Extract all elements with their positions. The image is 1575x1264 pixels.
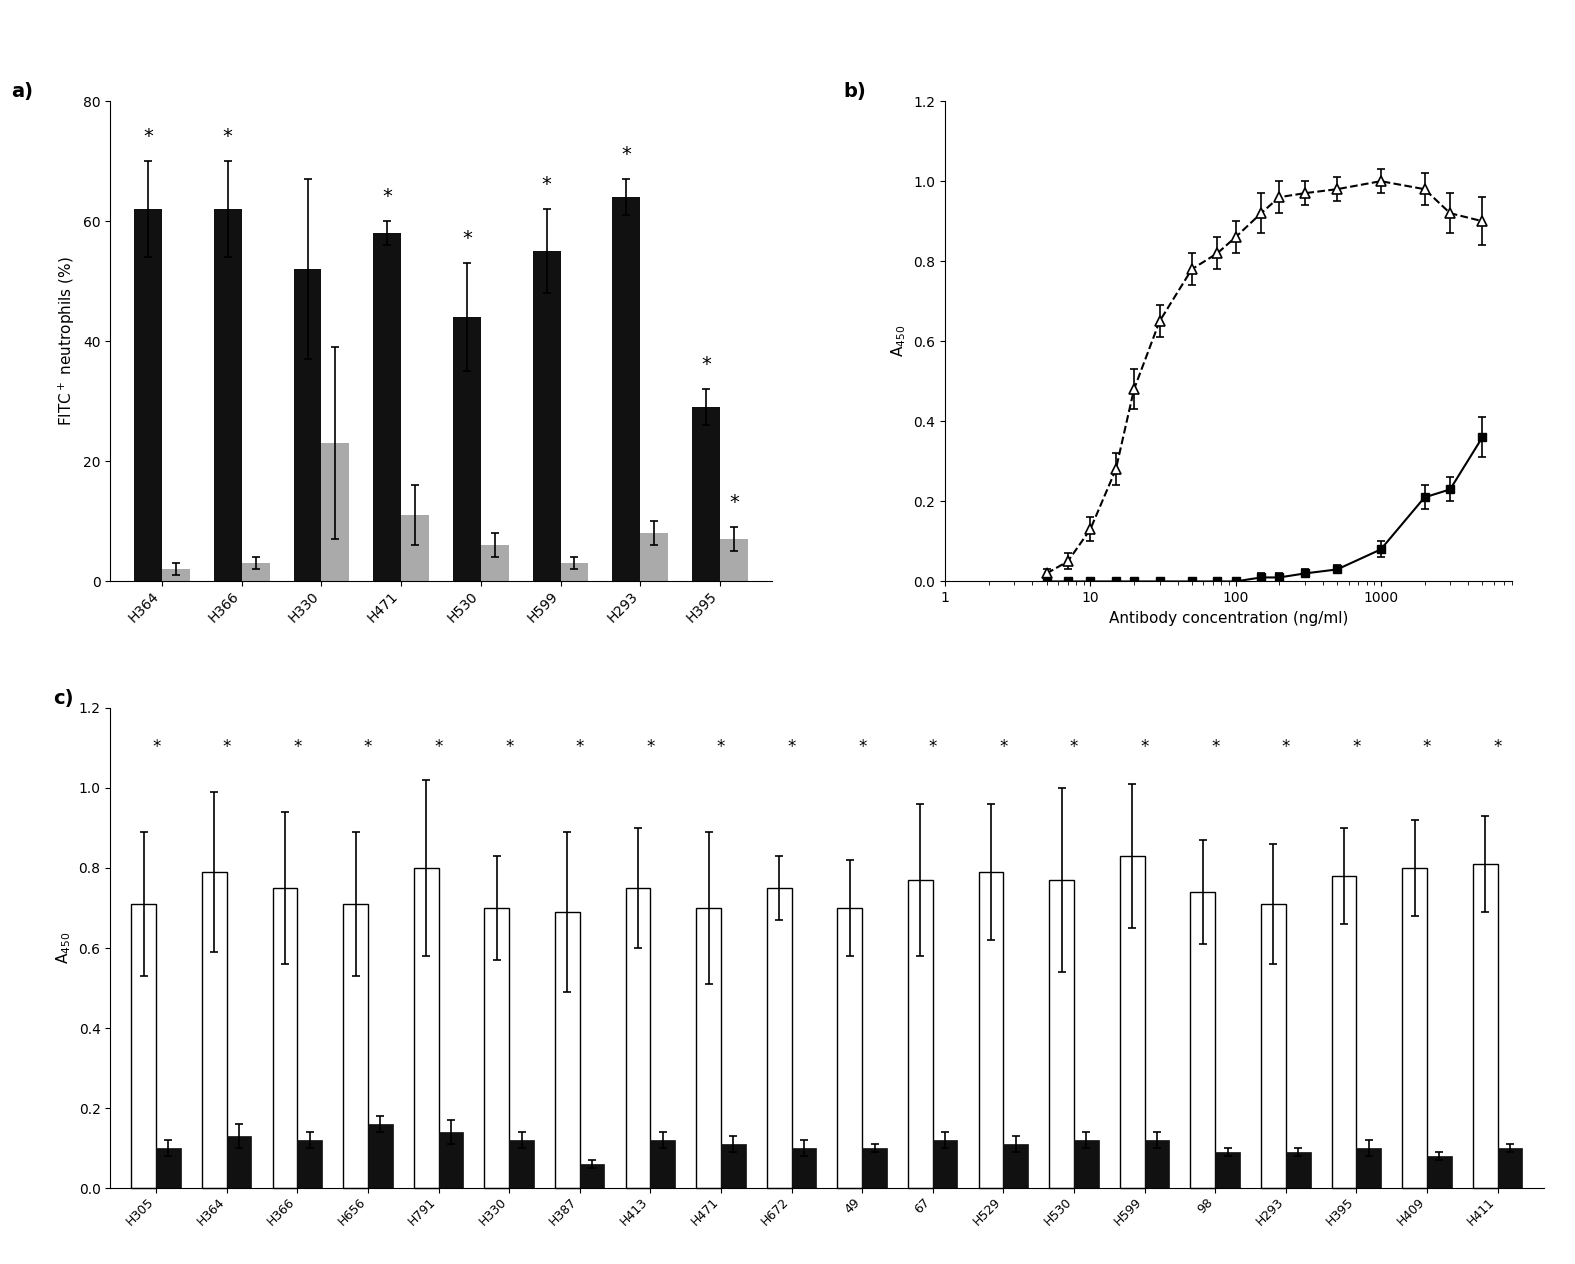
Text: *: * [646,738,655,756]
Bar [373,233,402,581]
Bar [202,872,227,1188]
Bar [321,444,350,581]
Text: *: * [999,738,1008,756]
Bar [227,1136,252,1188]
Bar [1216,1153,1240,1188]
Text: *: * [1069,738,1079,756]
Text: *: * [435,738,443,756]
Bar [343,904,369,1188]
Text: M12: M12 [501,784,540,801]
Bar [241,564,269,581]
Bar [480,546,509,581]
Bar [272,887,298,1188]
Bar [696,908,721,1188]
Bar [767,887,792,1188]
Text: *: * [788,738,795,756]
Text: *: * [858,738,866,756]
Bar [438,1133,463,1188]
Text: *: * [622,145,632,164]
Bar [1120,856,1145,1188]
X-axis label: Antibody concentration (ng/ml): Antibody concentration (ng/ml) [1109,611,1348,626]
Bar [838,908,862,1188]
Text: *: * [929,738,937,756]
Bar [293,269,321,581]
Bar [1402,868,1427,1188]
Bar [532,252,561,581]
Bar [862,1148,887,1188]
Text: *: * [222,738,232,756]
Text: *: * [1282,738,1290,756]
Bar [509,1140,534,1188]
Bar [214,209,241,581]
Bar [1356,1148,1381,1188]
Text: *: * [542,176,551,195]
Text: *: * [1493,738,1503,756]
Bar [1262,904,1285,1188]
Text: *: * [1422,738,1432,756]
Bar [156,1148,181,1188]
Bar [554,913,580,1188]
Y-axis label: A$_{450}$: A$_{450}$ [54,932,72,964]
Bar [650,1140,676,1188]
Bar [1285,1153,1310,1188]
Bar [625,887,650,1188]
Bar [613,197,641,581]
Bar [1473,865,1498,1188]
Bar [134,209,162,581]
Bar [691,407,720,581]
Text: *: * [1353,738,1361,756]
Bar [909,880,932,1188]
Bar [162,569,191,581]
Bar [414,868,438,1188]
Text: *: * [151,738,161,756]
Text: *: * [1140,738,1148,756]
Text: *: * [1211,738,1219,756]
Text: *: * [143,128,153,147]
Y-axis label: A$_{450}$: A$_{450}$ [888,325,907,358]
Text: a): a) [11,82,33,101]
Bar [402,516,428,581]
Bar [720,540,748,581]
Text: *: * [293,738,301,756]
Bar [131,904,156,1188]
Text: *: * [729,493,739,512]
Bar [298,1140,321,1188]
Bar [454,317,480,581]
Bar [485,908,509,1188]
Bar [1049,880,1074,1188]
Bar [641,533,668,581]
Bar [369,1124,392,1188]
Text: b): b) [843,82,866,101]
Bar [561,564,589,581]
Bar [1332,876,1356,1188]
Text: M1: M1 [187,784,216,801]
Bar [721,1144,745,1188]
Bar [1003,1144,1028,1188]
Text: M3: M3 [346,784,375,801]
Bar [978,872,1003,1188]
Text: *: * [701,355,710,374]
Text: c): c) [54,689,74,708]
Y-axis label: FITC$^+$ neutrophils (%): FITC$^+$ neutrophils (%) [57,257,77,426]
Text: *: * [461,229,472,248]
Bar [1145,1140,1169,1188]
Text: *: * [383,187,392,206]
Bar [1427,1157,1452,1188]
Text: *: * [717,738,724,756]
Bar [792,1148,816,1188]
Bar [1191,892,1216,1188]
Text: *: * [506,738,513,756]
Text: *: * [364,738,372,756]
Bar [1074,1140,1099,1188]
Text: M89: M89 [660,784,699,801]
Text: *: * [575,738,584,756]
Bar [1498,1148,1523,1188]
Bar [580,1164,605,1188]
Bar [932,1140,958,1188]
Text: *: * [224,128,233,147]
